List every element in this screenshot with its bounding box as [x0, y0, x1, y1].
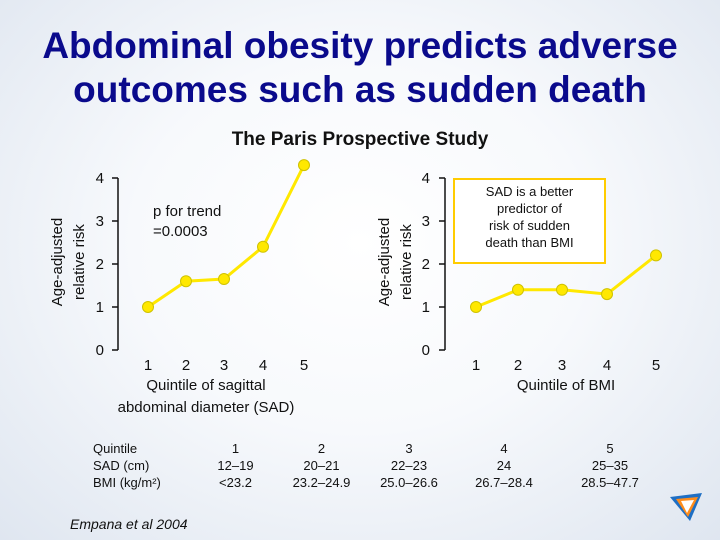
x-tick-label: 4	[259, 357, 267, 374]
table-cell: 24	[496, 458, 512, 473]
x-tick-label: 3	[558, 357, 566, 374]
x-tick-label: 1	[472, 357, 480, 374]
sad-vs-bmi-note: SAD is a better predictor of risk of sud…	[453, 178, 606, 264]
x-tick-label: 4	[603, 357, 611, 374]
table-cell: BMI (kg/m²)	[93, 475, 161, 490]
y-tick-label: 4	[422, 170, 430, 187]
y-tick-label: 3	[96, 213, 104, 230]
bmi-chart: 0 1 2 3 4 Age-adjusted relative risk 1 2 3 4 5 Quint…	[376, 170, 662, 394]
table-cell: 1	[231, 441, 240, 456]
y-axis-label: Age-adjusted	[49, 218, 66, 306]
table-cell: 26.7–28.4	[475, 475, 533, 490]
x-axis-label: Quintile of BMI	[517, 377, 615, 394]
table-cell: 5	[606, 441, 614, 456]
data-point	[218, 273, 230, 286]
p-trend-annotation: p for trend =0.0003	[153, 202, 221, 242]
note-line: predictor of	[496, 201, 563, 216]
p-trend-line-2: =0.0003	[153, 223, 208, 240]
table-cell: 2	[317, 441, 326, 456]
data-point	[142, 301, 154, 313]
y-tick-label: 3	[422, 213, 430, 230]
data-point	[180, 275, 192, 288]
table-row: SAD (cm) 12–19 20–21 22–23 24 25–35	[93, 457, 660, 474]
table-cell: 4	[500, 441, 508, 456]
table-cell: 25.0–26.6	[380, 475, 438, 490]
y-tick-label: 1	[96, 299, 104, 316]
slide-title-line-2: outcomes such as sudden death	[73, 69, 647, 110]
y-tick-label: 2	[96, 256, 104, 273]
note-line: death than BMI	[485, 235, 574, 250]
data-point	[512, 283, 524, 296]
y-tick-label: 0	[422, 342, 430, 359]
x-tick-label: 1	[144, 357, 152, 374]
table-row: BMI (kg/m²) <23.2 23.2–24.9 25.0–26.6 26…	[93, 474, 660, 491]
table-cell: 3	[405, 441, 413, 456]
note-line: SAD is a better	[485, 184, 574, 199]
chart-subtitle: The Paris Prospective Study	[231, 129, 489, 150]
table-cell: 12–19	[217, 458, 254, 473]
slide-title: Abdominal obesity predicts adverse outco…	[0, 24, 720, 112]
y-tick-label: 2	[422, 256, 430, 273]
y-tick-label: 4	[96, 170, 104, 187]
table-cell: 28.5–47.7	[581, 475, 639, 490]
y-axis-label: Age-adjusted	[376, 218, 393, 306]
y-tick-label: 0	[96, 342, 104, 359]
quintile-table: Quintile 1 2 3 4 5 SAD (cm) 12–19 20–21 …	[93, 440, 660, 491]
table-cell: 22–23	[390, 458, 428, 473]
source-citation: Empana et al 2004	[70, 516, 188, 532]
table-cell: SAD (cm)	[93, 458, 150, 473]
table-cell: Quintile	[93, 441, 138, 456]
table-header-row: Quintile 1 2 3 4 5	[93, 440, 660, 457]
y-axis-label: relative risk	[71, 224, 88, 300]
table-cell: <23.2	[219, 475, 252, 490]
data-point	[556, 283, 568, 296]
x-tick-label: 3	[220, 357, 228, 374]
data-point	[470, 301, 482, 313]
note-line: risk of sudden	[489, 218, 570, 233]
sad-chart: 0 1 2 3 4 Age-adjusted relative risk 1 2 3 4 5 Quint…	[49, 159, 310, 416]
logo-icon	[670, 493, 702, 521]
x-axis-label: Quintile of sagittal	[146, 377, 265, 394]
table-cell: 20–21	[303, 458, 340, 473]
table-cell: 25–35	[591, 458, 629, 473]
slide-title-line-1: Abdominal obesity predicts adverse	[42, 25, 678, 66]
data-point	[257, 240, 269, 253]
p-trend-line-1: p for trend	[153, 203, 222, 220]
y-axis-label: relative risk	[398, 224, 415, 300]
x-tick-label: 2	[514, 357, 522, 374]
data-point	[601, 288, 613, 301]
data-point	[298, 159, 310, 172]
x-axis-label: abdominal diameter (SAD)	[118, 399, 295, 416]
x-tick-label: 2	[182, 357, 190, 374]
y-tick-label: 1	[422, 299, 430, 316]
data-point	[650, 249, 662, 262]
x-tick-label: 5	[300, 357, 308, 374]
table-cell: 23.2–24.9	[292, 475, 351, 490]
x-tick-label: 5	[652, 357, 660, 374]
